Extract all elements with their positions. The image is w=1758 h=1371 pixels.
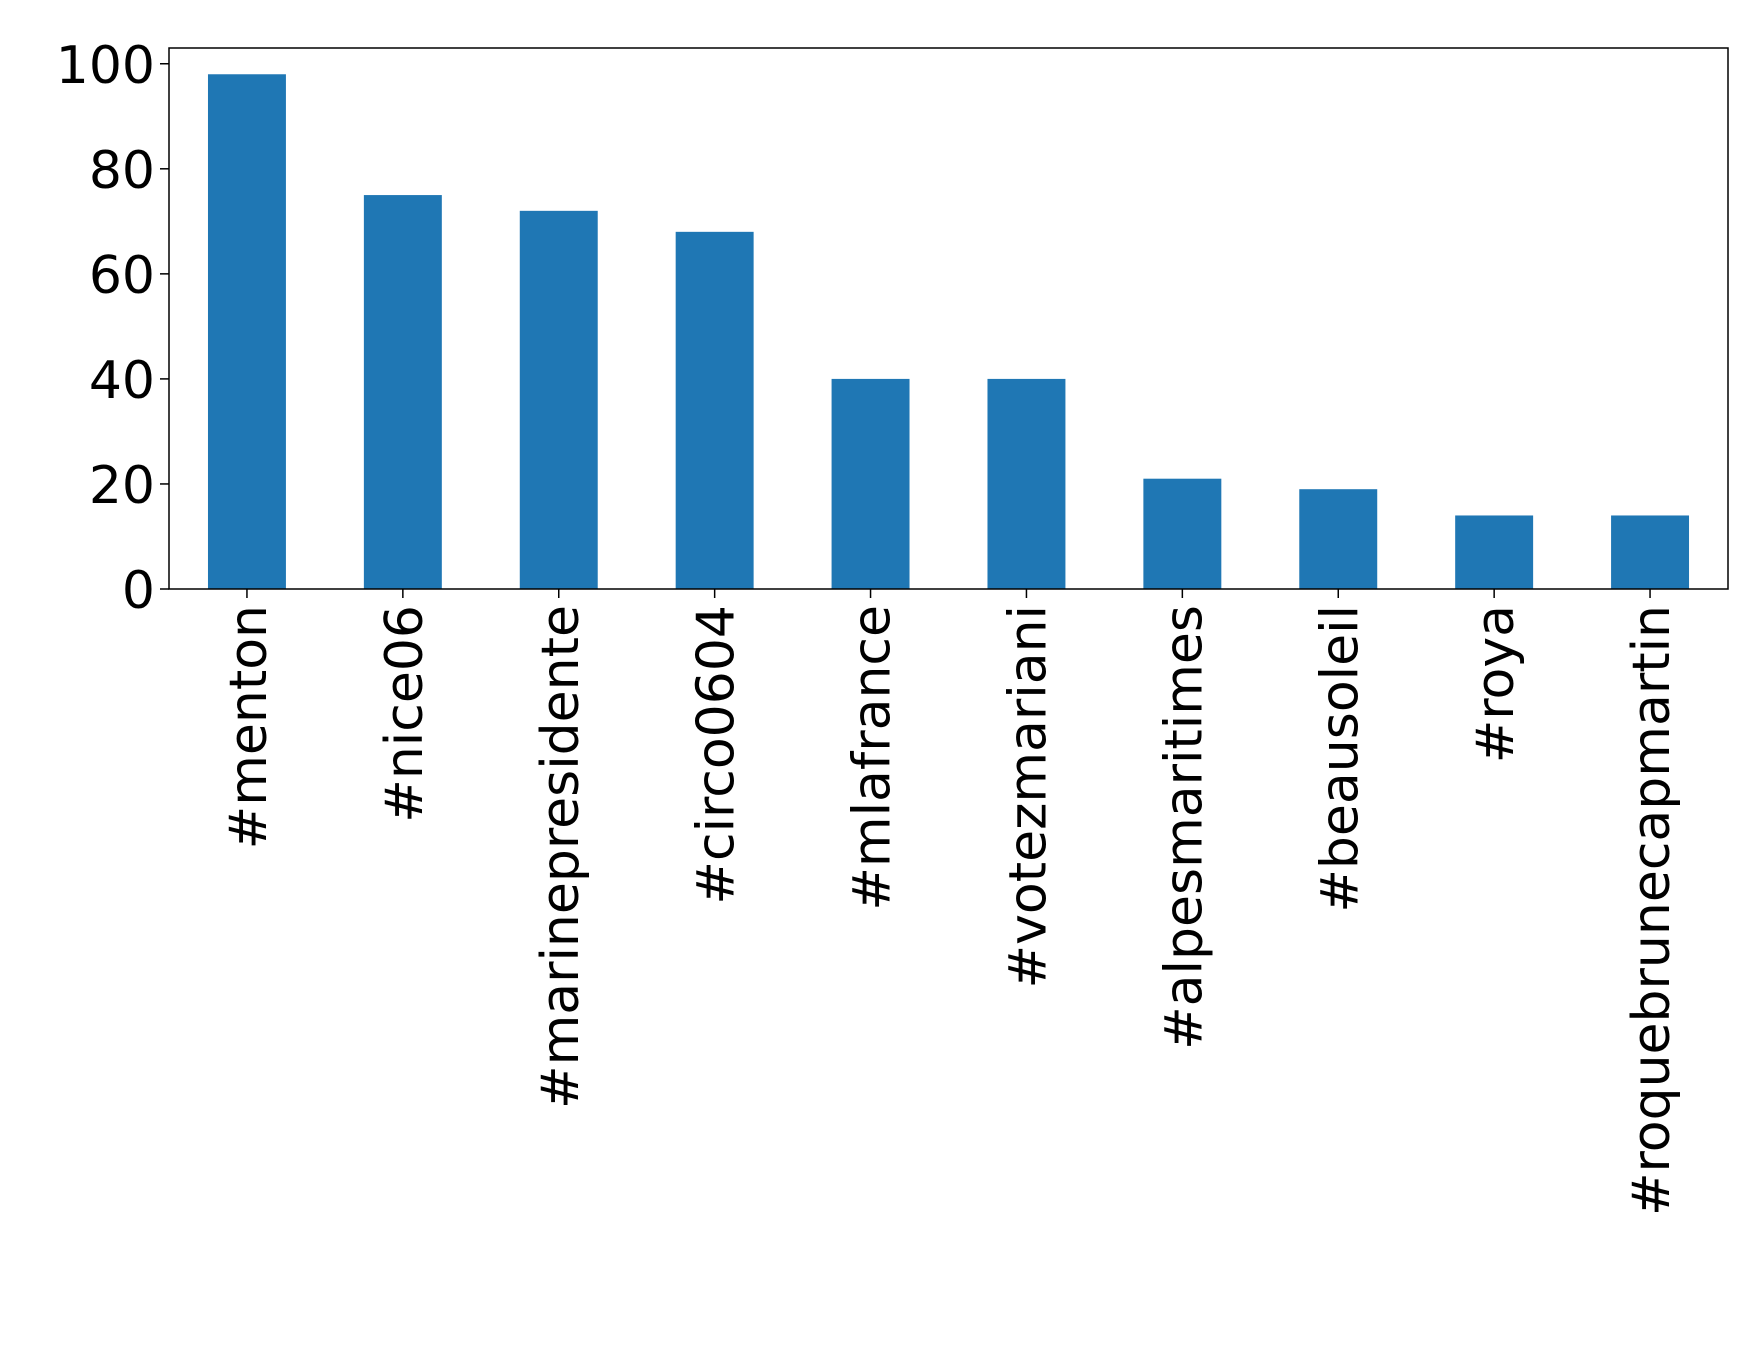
x-tick-label: #roquebrunecapmartin (1622, 605, 1682, 1216)
x-tick-label: #alpesmaritimes (1154, 605, 1214, 1050)
bar (1611, 515, 1690, 589)
x-tick-label: #beausoleil (1310, 605, 1370, 913)
y-tick-label: 100 (56, 36, 155, 96)
bar (675, 231, 754, 589)
y-tick-label: 80 (89, 141, 155, 201)
x-tick-label: #menton (219, 605, 279, 849)
bar (207, 74, 286, 589)
y-tick-label: 60 (89, 246, 155, 306)
bar (519, 210, 598, 589)
x-tick-label: #roya (1466, 605, 1526, 763)
bar (1143, 478, 1222, 589)
bar (1455, 515, 1534, 589)
bar (1299, 489, 1378, 589)
x-tick-label: #nice06 (375, 605, 435, 823)
y-tick-label: 40 (89, 351, 155, 411)
y-tick-label: 20 (89, 456, 155, 516)
plot-frame (168, 47, 1729, 590)
x-tick-label: #votezmariani (998, 605, 1058, 988)
x-tick-label: #marinepresidente (531, 605, 591, 1109)
bar (831, 378, 910, 589)
x-tick-label: #mlafrance (843, 605, 903, 911)
y-tick-label: 0 (122, 561, 155, 621)
x-tick-label: #circo0604 (687, 605, 747, 905)
bar (987, 378, 1066, 589)
bar (363, 195, 442, 589)
